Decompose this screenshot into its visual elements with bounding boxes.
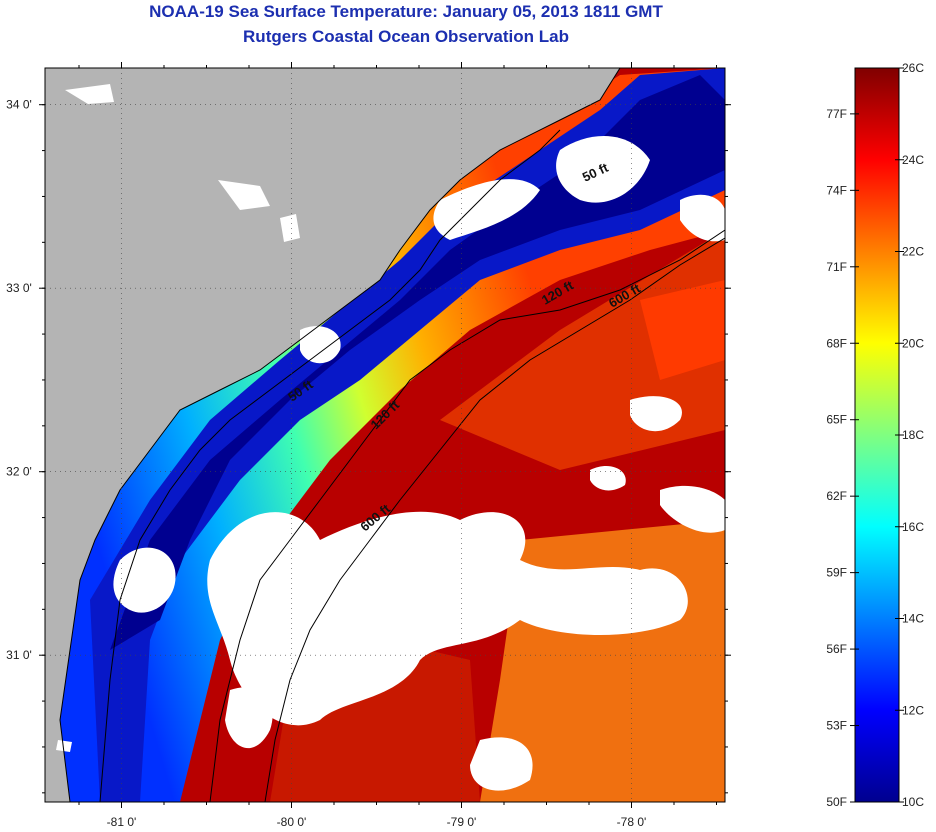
colorbar-label-celsius: 20C [902,336,924,350]
land-mass [45,68,620,802]
grid-lines [45,68,725,802]
inland-white-patches [56,84,300,752]
warm-patch-east [640,280,725,380]
map-axis-ticks: -81 0' -80 0' -79 0' -78 0' 34 0' 33 0' 32 0' 3… [6,62,731,829]
map-title: NOAA-19 Sea Surface Temperature: January… [149,2,663,21]
colorbar [855,68,899,802]
y-tick-label: 33 0' [6,281,32,295]
colorbar-label-celsius: 16C [902,520,924,534]
colorbar-label-celsius: 18C [902,428,924,442]
colorbar-ticks: 26C 24C 22C 20C 18C 16C 14C 12C 10C 77F 74F 71F 68F 6… [826,61,924,809]
coastline [59,68,621,802]
colorbar-label-fahrenheit: 56F [826,642,847,656]
contour-50ft [99,129,561,802]
map-plot-area: 50 ft 120 ft 600 ft 50 ft 120 ft 600 ft [45,68,725,802]
map-frame [44,67,726,803]
colorbar-label-fahrenheit: 53F [826,719,847,733]
colorbar-label-celsius: 24C [902,153,924,167]
contour-600ft [264,237,725,802]
y-tick-label: 34 0' [6,98,32,112]
x-tick-label: -78 0' [617,815,647,829]
colorbar-label-celsius: 10C [902,795,924,809]
cold-coastal-core [110,75,725,650]
cloud-cover [113,136,725,791]
x-tick-label: -80 0' [277,815,307,829]
x-tick-label: -81 0' [107,815,137,829]
colorbar-label-celsius: 12C [902,703,924,717]
colorbar-label-fahrenheit: 65F [826,413,847,427]
map-subtitle: Rutgers Coastal Ocean Observation Lab [243,27,569,46]
colorbar-label-celsius: 26C [902,61,924,75]
x-tick-label: -79 0' [447,815,477,829]
colorbar-label-fahrenheit: 59F [826,566,847,580]
colorbar-label-fahrenheit: 50F [826,795,847,809]
colorbar-label-fahrenheit: 68F [826,336,847,350]
y-tick-label: 31 0' [6,648,32,662]
colorbar-label-fahrenheit: 74F [826,183,847,197]
colorbar-label-fahrenheit: 62F [826,489,847,503]
colorbar-label-fahrenheit: 71F [826,260,847,274]
colorbar-label-celsius: 22C [902,245,924,259]
contour-120ft [209,229,725,802]
colorbar-label-celsius: 14C [902,612,924,626]
y-tick-label: 32 0' [6,465,32,479]
colorbar-label-fahrenheit: 77F [826,107,847,121]
